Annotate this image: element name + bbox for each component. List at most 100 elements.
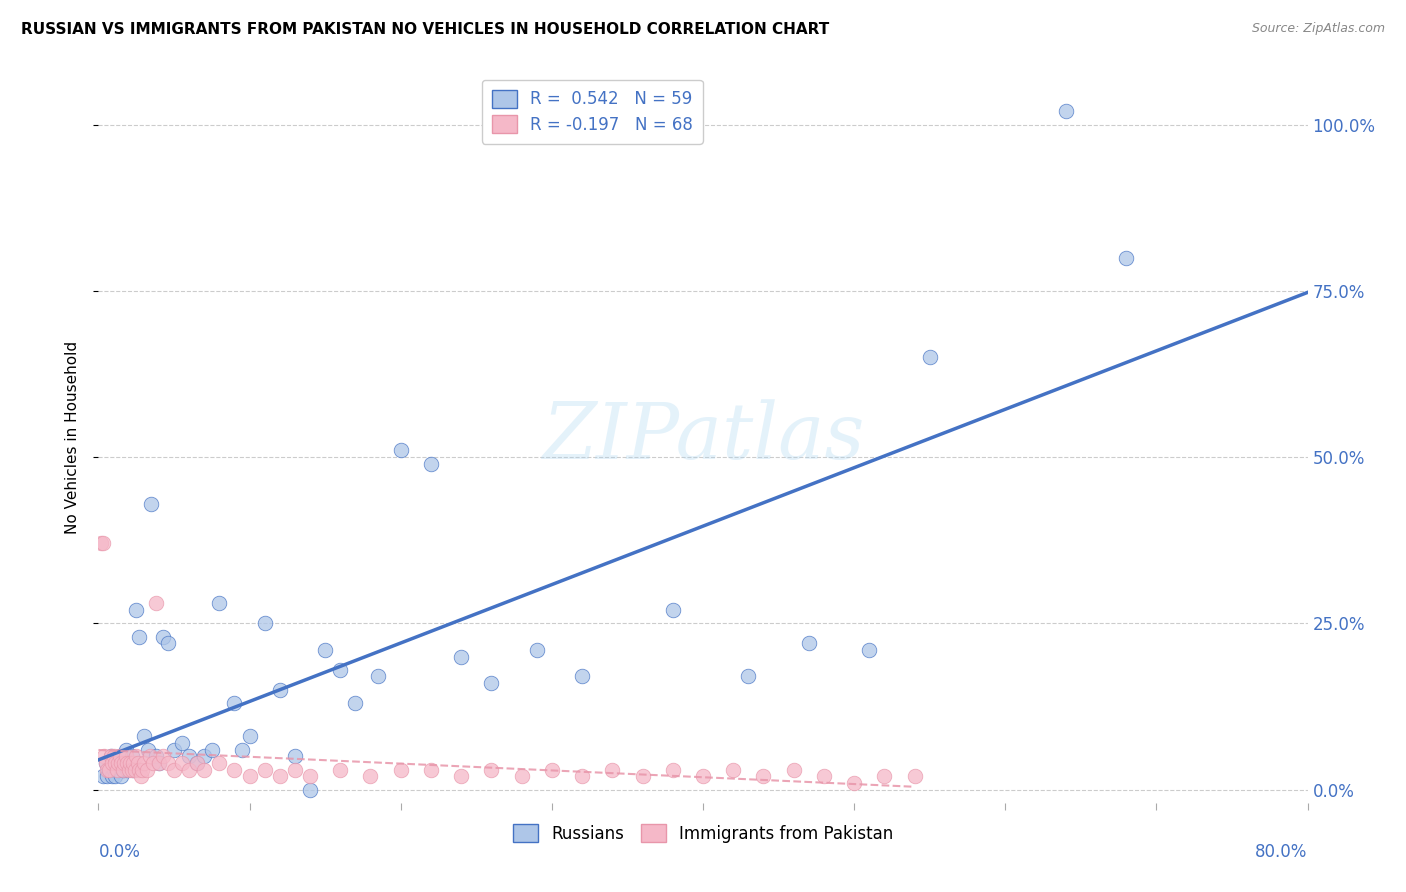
Point: [540, 763, 562, 777]
Point: [163, 742, 186, 756]
Point: [118, 763, 141, 777]
Point: [127, 756, 149, 770]
Point: [510, 769, 533, 783]
Point: [329, 763, 352, 777]
Point: [118, 756, 141, 770]
Point: [723, 763, 745, 777]
Point: [481, 763, 503, 777]
Point: [122, 763, 145, 777]
Point: [107, 763, 129, 777]
Point: [813, 769, 835, 783]
Point: [186, 756, 208, 770]
Point: [526, 643, 548, 657]
Point: [858, 643, 880, 657]
Point: [90, 536, 112, 550]
Point: [148, 756, 170, 770]
Point: [91, 536, 114, 550]
Point: [100, 749, 122, 764]
Point: [269, 769, 291, 783]
Point: [101, 769, 124, 783]
Point: [201, 742, 224, 756]
Point: [571, 769, 593, 783]
Point: [110, 756, 132, 770]
Point: [98, 763, 121, 777]
Point: [145, 596, 167, 610]
Point: [132, 756, 155, 770]
Point: [120, 756, 142, 770]
Point: [114, 749, 136, 764]
Point: [112, 756, 135, 770]
Point: [420, 457, 443, 471]
Point: [132, 729, 155, 743]
Point: [152, 749, 174, 764]
Point: [139, 749, 162, 764]
Point: [93, 749, 115, 764]
Point: [104, 756, 127, 770]
Point: [186, 756, 208, 770]
Point: [91, 769, 114, 783]
Legend: Russians, Immigrants from Pakistan: Russians, Immigrants from Pakistan: [506, 817, 900, 849]
Point: [103, 763, 125, 777]
Point: [122, 756, 145, 770]
Point: [231, 742, 253, 756]
Point: [136, 742, 159, 756]
Point: [481, 676, 503, 690]
Point: [121, 763, 143, 777]
Point: [111, 763, 134, 777]
Point: [1054, 104, 1077, 119]
Point: [224, 763, 246, 777]
Point: [124, 763, 146, 777]
Point: [389, 763, 412, 777]
Point: [450, 649, 472, 664]
Point: [148, 756, 170, 770]
Point: [170, 736, 193, 750]
Point: [284, 763, 307, 777]
Text: RUSSIAN VS IMMIGRANTS FROM PAKISTAN NO VEHICLES IN HOUSEHOLD CORRELATION CHART: RUSSIAN VS IMMIGRANTS FROM PAKISTAN NO V…: [21, 22, 830, 37]
Point: [1115, 251, 1137, 265]
Point: [367, 669, 389, 683]
Point: [344, 696, 367, 710]
Point: [179, 763, 201, 777]
Point: [253, 616, 276, 631]
Point: [208, 596, 231, 610]
Point: [125, 749, 148, 764]
Point: [844, 776, 866, 790]
Point: [193, 749, 215, 764]
Point: [208, 756, 231, 770]
Point: [631, 769, 654, 783]
Point: [108, 749, 131, 764]
Point: [142, 756, 165, 770]
Point: [193, 763, 215, 777]
Point: [299, 769, 322, 783]
Point: [918, 351, 941, 365]
Point: [94, 756, 117, 770]
Point: [105, 763, 128, 777]
Point: [783, 763, 806, 777]
Point: [737, 669, 759, 683]
Y-axis label: No Vehicles in Household: No Vehicles in Household: [65, 341, 80, 533]
Point: [602, 763, 624, 777]
Point: [121, 749, 143, 764]
Point: [156, 756, 179, 770]
Point: [115, 756, 138, 770]
Point: [224, 696, 246, 710]
Point: [107, 756, 129, 770]
Point: [450, 769, 472, 783]
Point: [389, 443, 412, 458]
Point: [420, 763, 443, 777]
Point: [239, 729, 262, 743]
Text: 80.0%: 80.0%: [1256, 843, 1308, 861]
Point: [692, 769, 714, 783]
Point: [100, 749, 122, 764]
Point: [284, 749, 307, 764]
Point: [103, 749, 125, 764]
Point: [141, 497, 163, 511]
Point: [96, 763, 118, 777]
Point: [299, 782, 322, 797]
Point: [111, 763, 134, 777]
Point: [125, 603, 148, 617]
Point: [797, 636, 820, 650]
Point: [904, 769, 927, 783]
Point: [94, 756, 117, 770]
Point: [112, 756, 135, 770]
